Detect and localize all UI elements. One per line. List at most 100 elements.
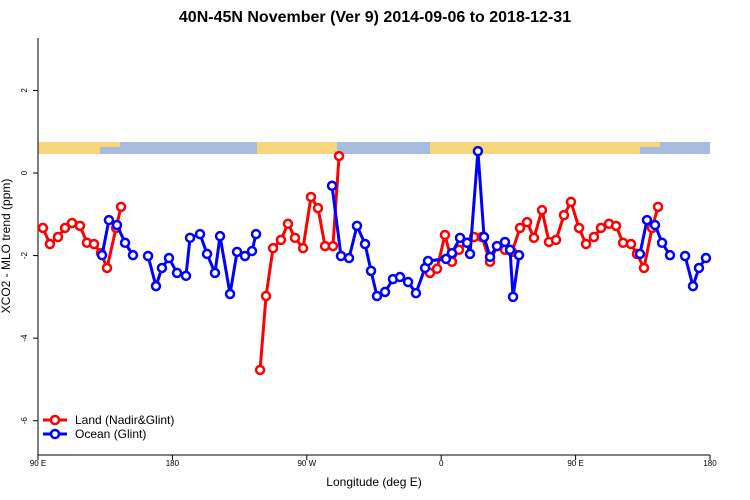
data-point (478, 231, 490, 243)
data-point (214, 230, 226, 242)
legend: Land (Nadir&Glint)Ocean (Glint) (43, 413, 174, 441)
data-point (580, 238, 592, 250)
y-tick-label: 0 (20, 170, 29, 175)
data-point (103, 214, 115, 226)
data-point (142, 250, 154, 262)
data-point (231, 246, 243, 258)
y-tick-label: -2 (20, 251, 29, 259)
data-point (127, 249, 139, 261)
data-point (536, 204, 548, 216)
data-point (641, 214, 653, 226)
chart-title: 40N-45N November (Ver 9) 2014-09-06 to 2… (179, 9, 571, 26)
data-point (379, 286, 391, 298)
data-point (282, 218, 294, 230)
data-point (44, 238, 56, 250)
land-strip (38, 142, 100, 154)
data-point (638, 262, 650, 274)
data-point (454, 232, 466, 244)
data-point (499, 236, 511, 248)
data-point (664, 249, 676, 261)
data-point (351, 220, 363, 232)
data-point (171, 267, 183, 279)
data-point (365, 265, 377, 277)
data-point (521, 216, 533, 228)
data-point (88, 238, 100, 250)
data-point (513, 249, 525, 261)
data-point (254, 364, 266, 376)
x-tick-label: 90 E (567, 459, 583, 468)
data-point (96, 249, 108, 261)
data-point (687, 280, 699, 292)
data-point (610, 220, 622, 232)
data-point (558, 209, 570, 221)
data-point (491, 240, 503, 252)
data-point (335, 250, 347, 262)
data-point (305, 191, 317, 203)
legend-marker (49, 428, 61, 440)
data-point (327, 240, 339, 252)
data-point (119, 237, 131, 249)
data-point (617, 237, 629, 249)
data-point (679, 250, 691, 262)
data-point (359, 238, 371, 250)
data-point (440, 253, 452, 265)
data-point (504, 244, 516, 256)
data-point (37, 222, 49, 234)
data-point (239, 250, 251, 262)
data-point (194, 228, 206, 240)
y-tick-label: -4 (20, 334, 29, 342)
data-point (267, 242, 279, 254)
x-tick-label: 180 (166, 459, 180, 468)
data-point (595, 222, 607, 234)
data-point (431, 263, 443, 275)
data-point (224, 288, 236, 300)
y-tick-label: 2 (20, 88, 29, 93)
data-point (297, 242, 309, 254)
data-point (446, 247, 458, 259)
data-point (625, 238, 637, 250)
data-point (656, 237, 668, 249)
data-point (275, 234, 287, 246)
data-point (312, 202, 324, 214)
data-point (180, 270, 192, 282)
data-point (260, 290, 272, 302)
data-point (700, 252, 712, 264)
x-tick-label: 90 W (297, 459, 316, 468)
data-point (588, 231, 600, 243)
data-point (439, 229, 451, 241)
land-strip (430, 142, 640, 154)
data-point (111, 219, 123, 231)
data-point (464, 248, 476, 260)
surface-mask-strip (38, 142, 710, 154)
data-point (326, 180, 338, 192)
data-point (250, 228, 262, 240)
data-point (52, 231, 64, 243)
y-axis-title: XCO2 - MLO trend (ppm) (0, 179, 13, 314)
data-point (394, 271, 406, 283)
x-tick-label: 0 (439, 459, 444, 468)
data-point (410, 287, 422, 299)
data-point (649, 219, 661, 231)
data-point (472, 145, 484, 157)
x-axis-title: Longitude (deg E) (326, 475, 421, 489)
data-point (528, 232, 540, 244)
land-strip (100, 142, 120, 147)
data-point (333, 150, 345, 162)
data-point (163, 252, 175, 264)
y-tick-label: -6 (20, 417, 29, 425)
data-point (550, 234, 562, 246)
data-point (150, 280, 162, 292)
data-point (565, 196, 577, 208)
data-point (156, 262, 168, 274)
data-point (461, 237, 473, 249)
data-point (209, 267, 221, 279)
data-point (246, 245, 258, 257)
data-point (74, 220, 86, 232)
data-point (343, 252, 355, 264)
legend-label: Ocean (Glint) (75, 427, 146, 441)
data-point (422, 255, 434, 267)
data-point (514, 222, 526, 234)
data-point (484, 251, 496, 263)
data-point (507, 291, 519, 303)
